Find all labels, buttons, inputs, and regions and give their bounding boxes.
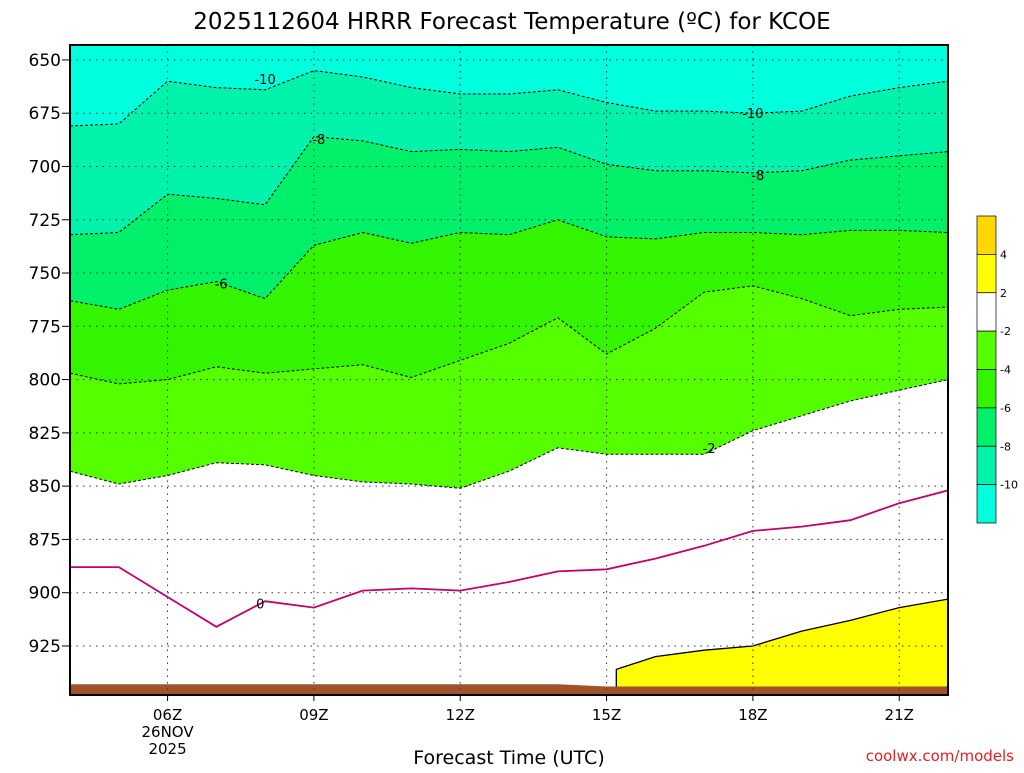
x-tick-year: 2025 [148,740,186,758]
colorbar-tick-label: -2 [1000,325,1011,338]
contour-line [70,379,948,489]
y-tick-label: 700 [29,157,61,177]
x-axis-label: Forecast Time (UTC) [413,747,604,768]
y-tick-label: 875 [29,530,61,550]
y-tick-label: 675 [29,104,61,124]
x-tick-label: 21Z [885,706,914,724]
contour-label: -8 [312,133,325,148]
colorbar-tick-label: -4 [1000,364,1011,377]
x-tick-label: 15Z [592,706,621,724]
contour-label: -8 [751,169,764,184]
colorbar-legend: 4 2 -2 -4 -6 -8 -10 [976,215,1018,524]
colorbar-swatch [976,292,997,332]
contour-line [70,285,948,385]
band-2-to-4 [616,599,948,695]
band-below-minus10 [70,45,948,126]
colorbar-tick-label: 4 [1000,248,1007,261]
credit-link[interactable]: coolwx.com/models [866,747,1014,765]
colorbar-swatch [976,215,997,255]
colorbar-swatch [976,254,997,294]
y-tick-label: 925 [29,637,61,657]
x-tick-label: 12Z [446,706,475,724]
band-minus8-to-minus6 [70,136,948,310]
colorbar-swatch [976,369,997,409]
y-tick-label: 775 [29,317,61,337]
contour-label: -10 [742,107,763,122]
band-minus2-to-2 [70,379,948,695]
plot-area: -10 -10 -8 -8 -6 -2 0 [69,44,949,696]
y-tick-label: 725 [29,211,61,231]
temperature-fills [70,45,948,695]
x-tick-label: 06Z [153,706,182,724]
contour-labels: -10 -10 -8 -8 -6 -2 0 [215,73,765,612]
colorbar-tick-label: -10 [1000,479,1018,492]
grid-lines [70,45,948,695]
colorbar-swatch [976,407,997,447]
contour-line-freezing [70,489,948,628]
y-tick-label: 750 [29,264,61,284]
x-tick-date: 26NOV [141,723,194,741]
y-tick-label: 900 [29,584,61,604]
y-tick-label: 850 [29,477,61,497]
colorbar-tick-label: -8 [1000,440,1011,453]
band-minus6-to-minus4 [70,219,948,384]
band-minus4-to-minus2 [70,285,948,489]
contour-label: -2 [703,442,716,457]
contour-2 [615,598,948,695]
plot-frame [69,44,949,696]
contour-label: 0 [256,597,264,612]
contour-lines [70,70,948,628]
x-tick-label: 09Z [299,706,328,724]
y-tick-label: 650 [29,51,61,71]
contour-line [70,136,948,236]
ground-surface [70,684,948,695]
chart-title: 2025112604 HRRR Forecast Temperature (ºC… [193,9,830,35]
y-tick-label: 825 [29,424,61,444]
y-axis: 650 675 700 725 750 775 800 825 850 875 900 925 [29,51,70,657]
contour-label: -10 [254,73,275,88]
contour-label: -6 [215,278,228,293]
x-tick-label: 18Z [738,706,767,724]
colorbar-swatch [976,330,997,370]
band-minus10-to-minus8 [70,70,948,235]
colorbar-swatch [976,484,997,524]
contour-line [70,219,948,310]
colorbar-tick-label: -6 [1000,402,1011,415]
colorbar-tick-label: 2 [1000,287,1007,300]
y-tick-label: 800 [29,371,61,391]
colorbar-swatch [976,445,997,485]
contour-line [70,70,948,127]
